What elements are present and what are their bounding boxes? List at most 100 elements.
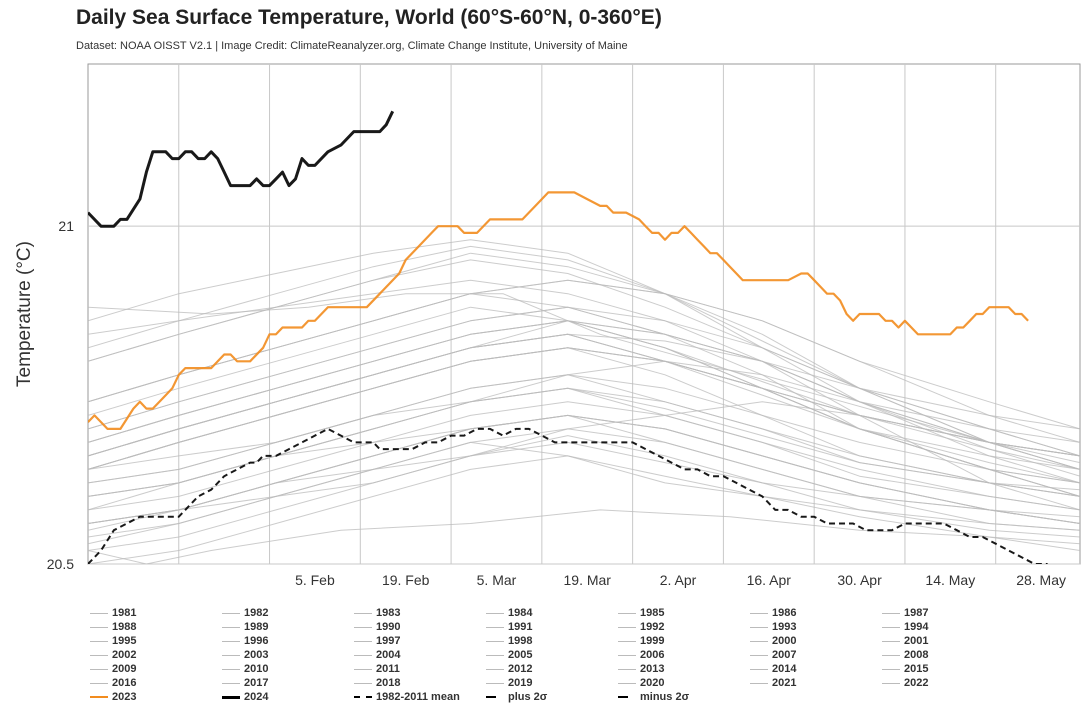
x-tick-label: 19. Feb (382, 572, 430, 588)
legend-item[interactable]: 2009 (90, 662, 222, 676)
legend-swatch (90, 682, 108, 684)
legend-swatch (354, 654, 372, 656)
legend-label: 1987 (904, 607, 929, 619)
legend-item[interactable]: 2023 (90, 690, 222, 704)
legend-label: 2016 (112, 677, 137, 689)
legend-label: minus 2σ (640, 691, 690, 703)
legend-item[interactable]: 2018 (354, 676, 486, 690)
legend-item[interactable]: 2000 (750, 634, 882, 648)
series-line-2004 (88, 347, 1080, 484)
legend-swatch (750, 682, 768, 684)
legend-label: 2006 (640, 649, 665, 661)
legend-item[interactable]: 2020 (618, 676, 750, 690)
series-line-1989 (88, 414, 1080, 531)
series-line-2019 (88, 279, 1080, 430)
legend-item[interactable]: 2002 (90, 648, 222, 662)
legend-item[interactable]: 1991 (486, 620, 618, 634)
legend-item[interactable]: 1997 (354, 634, 486, 648)
legend-item[interactable]: 2021 (750, 676, 882, 690)
legend-item[interactable]: 2019 (486, 676, 618, 690)
series-line-1994 (88, 401, 1080, 511)
legend-swatch (486, 612, 504, 614)
legend-item[interactable]: 1995 (90, 634, 222, 648)
legend-swatch (354, 640, 372, 642)
legend: 1981 1982 1983 1984 1985 1986 1987 1988 1989 1990… (90, 606, 1070, 704)
legend-swatch (618, 668, 636, 670)
series-group (88, 110, 1080, 564)
legend-label: 2011 (376, 663, 400, 675)
legend-swatch (90, 696, 108, 698)
legend-label: 1984 (508, 607, 533, 619)
legend-swatch (618, 640, 636, 642)
legend-row: 2009 2010 2011 2012 2013 2014 2015 (90, 662, 1070, 676)
legend-label: 2018 (376, 677, 401, 689)
series-line-1999 (88, 455, 1080, 564)
legend-label: 2002 (112, 649, 137, 661)
legend-item[interactable]: 1999 (618, 634, 750, 648)
legend-swatch (222, 640, 240, 642)
series-line-2020 (88, 259, 1080, 457)
legend-item[interactable]: 1983 (354, 606, 486, 620)
legend-item[interactable]: 2015 (882, 662, 1014, 676)
legend-item[interactable]: 2013 (618, 662, 750, 676)
legend-label: 2001 (904, 635, 929, 647)
legend-item[interactable]: 2012 (486, 662, 618, 676)
legend-swatch (222, 654, 240, 656)
series-line-1996 (88, 320, 1080, 497)
legend-label: 1992 (640, 621, 665, 633)
legend-row: 1988 1989 1990 1991 1992 1993 1994 (90, 620, 1070, 634)
legend-item[interactable]: 2008 (882, 648, 1014, 662)
legend-item[interactable]: 2006 (618, 648, 750, 662)
legend-label: 1999 (640, 635, 665, 647)
legend-swatch (882, 668, 900, 670)
legend-item[interactable]: 1986 (750, 606, 882, 620)
x-tick-label: 16. Apr (747, 572, 792, 588)
legend-item[interactable]: 2003 (222, 648, 354, 662)
legend-label: 1990 (376, 621, 401, 633)
legend-swatch (750, 640, 768, 642)
chart-subtitle: Dataset: NOAA OISST V2.1 | Image Credit:… (76, 40, 628, 52)
legend-item[interactable]: 1987 (882, 606, 1014, 620)
legend-item[interactable]: 1990 (354, 620, 486, 634)
legend-item[interactable]: plus 2σ (486, 690, 618, 704)
legend-item[interactable]: 2024 (222, 690, 354, 704)
legend-item[interactable]: 2010 (222, 662, 354, 676)
y-tick-label: 21 (58, 218, 74, 234)
legend-item[interactable]: 2007 (750, 648, 882, 662)
legend-item[interactable]: 1982-2011 mean (354, 690, 486, 704)
legend-item[interactable]: 2011 (354, 662, 486, 676)
legend-swatch (618, 696, 628, 698)
chart-canvas: 21 20.5 5. Feb 19. Feb 5. Mar 19. Mar 2. Apr 16… (14, 63, 1081, 588)
legend-label: 2013 (640, 663, 665, 675)
legend-item[interactable]: 1992 (618, 620, 750, 634)
series-line-2018 (88, 347, 1080, 470)
legend-item[interactable]: minus 2σ (618, 690, 750, 704)
legend-item[interactable]: 1994 (882, 620, 1014, 634)
legend-item[interactable]: 1993 (750, 620, 882, 634)
legend-item[interactable]: 2016 (90, 676, 222, 690)
legend-item[interactable]: 1988 (90, 620, 222, 634)
legend-item[interactable]: 2005 (486, 648, 618, 662)
legend-item[interactable]: 2001 (882, 634, 1014, 648)
series-line-2003 (88, 306, 1080, 470)
legend-item[interactable]: 2017 (222, 676, 354, 690)
legend-item[interactable]: 1985 (618, 606, 750, 620)
legend-item[interactable]: 1982 (222, 606, 354, 620)
legend-item[interactable]: 2022 (882, 676, 1014, 690)
legend-swatch (354, 696, 372, 698)
legend-row: 2016 2017 2018 2019 2020 2021 2022 (90, 676, 1070, 690)
legend-label: 2019 (508, 677, 533, 689)
legend-swatch (750, 612, 768, 614)
legend-item[interactable]: 2004 (354, 648, 486, 662)
legend-item[interactable]: 1996 (222, 634, 354, 648)
legend-swatch (882, 682, 900, 684)
legend-swatch (486, 640, 504, 642)
legend-swatch (486, 696, 496, 698)
legend-item[interactable]: 2014 (750, 662, 882, 676)
legend-item[interactable]: 1981 (90, 606, 222, 620)
legend-item[interactable]: 1998 (486, 634, 618, 648)
legend-label: 1982-2011 mean (376, 691, 460, 703)
legend-item[interactable]: 1984 (486, 606, 618, 620)
legend-item[interactable]: 1989 (222, 620, 354, 634)
legend-swatch (90, 654, 108, 656)
